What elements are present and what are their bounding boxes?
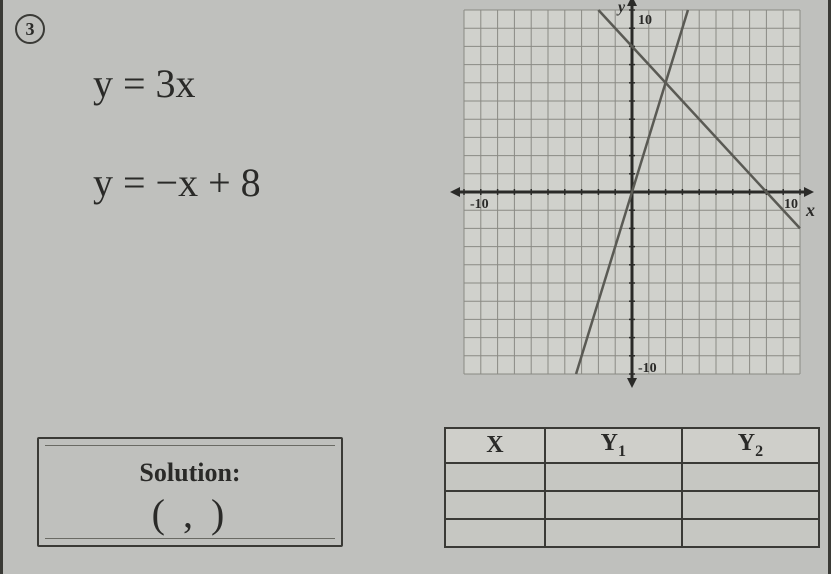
col-header-y2: Y2	[682, 428, 819, 463]
equation-2: y = −x + 8	[93, 159, 261, 206]
equation-1: y = 3x	[93, 60, 261, 107]
svg-text:y: y	[616, 0, 626, 16]
svg-text:-10: -10	[470, 197, 489, 212]
solution-box: Solution: ( , )	[37, 437, 343, 547]
svg-text:x: x	[805, 200, 815, 220]
svg-text:10: 10	[784, 197, 798, 212]
solution-label: Solution:	[45, 458, 335, 488]
table-row	[445, 491, 819, 519]
solution-blank: ( , )	[45, 490, 335, 537]
col-header-x: X	[445, 428, 545, 463]
svg-text:10: 10	[638, 13, 652, 28]
table-row	[445, 519, 819, 547]
coordinate-graph: -10 10 10 -10 y x	[444, 0, 820, 404]
problem-number-badge: 3	[15, 14, 45, 44]
svg-text:-10: -10	[638, 361, 657, 376]
table-row	[445, 463, 819, 491]
equations-block: y = 3x y = −x + 8	[93, 60, 261, 258]
xy-table: X Y1 Y2	[444, 427, 820, 548]
col-header-y1: Y1	[545, 428, 682, 463]
